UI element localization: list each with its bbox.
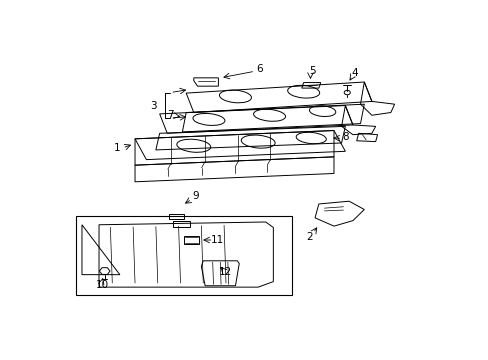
Text: 5: 5 [309,67,315,76]
Text: 9: 9 [192,192,199,202]
Text: 10: 10 [95,280,108,290]
Text: 6: 6 [256,64,263,74]
Text: 1: 1 [114,143,120,153]
Text: 4: 4 [351,68,358,78]
Text: 11: 11 [210,235,224,245]
Text: 3: 3 [150,100,157,111]
Text: 12: 12 [219,267,232,277]
Text: 8: 8 [341,132,348,143]
Bar [76,216,292,296]
Text: 2: 2 [306,232,312,242]
Text: 7: 7 [166,110,173,120]
